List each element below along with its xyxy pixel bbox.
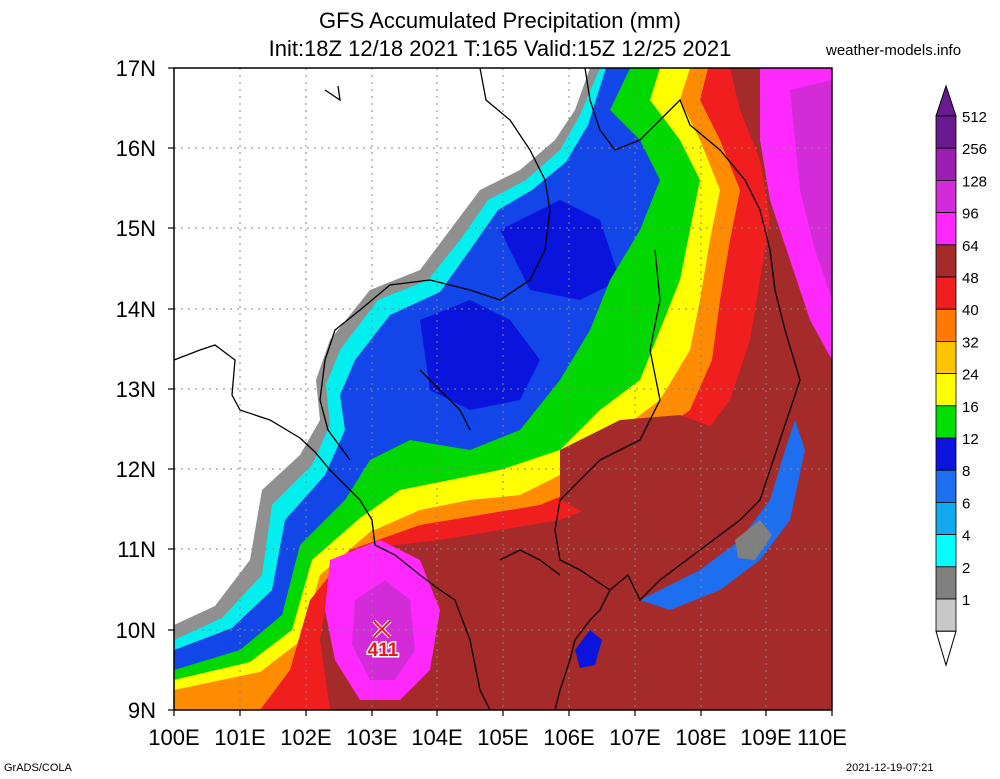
lat-labels: 17N 16N 15N 14N 13N 12N 11N 10N 9N <box>116 56 156 723</box>
legend-label: 48 <box>962 270 979 287</box>
lon-label: 102E <box>280 725 331 750</box>
lat-label: 9N <box>128 698 156 723</box>
lon-label: 110E <box>797 725 847 750</box>
legend-swatch <box>935 244 957 278</box>
legend-swatch <box>935 534 957 568</box>
legend-swatch <box>935 437 957 471</box>
axis-ticks <box>168 67 833 716</box>
lat-label: 14N <box>116 297 156 322</box>
legend-swatch <box>935 469 957 503</box>
legend-swatch <box>935 405 957 439</box>
lat-label: 16N <box>116 136 156 161</box>
legend-label: 6 <box>962 495 970 512</box>
lon-label: 108E <box>675 725 726 750</box>
legend-arrow-top <box>935 84 957 117</box>
lon-label: 107E <box>609 725 660 750</box>
legend-label: 128 <box>962 173 987 190</box>
legend-swatch <box>935 373 957 407</box>
legend-swatch <box>935 115 957 149</box>
gridlines <box>174 68 832 710</box>
legend-swatch <box>935 147 957 181</box>
lat-label: 13N <box>116 377 156 402</box>
map-subtitle: Init:18Z 12/18 2021 T:165 Valid:15Z 12/2… <box>268 36 732 61</box>
footer-timestamp: 2021-12-19-07:21 <box>846 762 934 774</box>
legend-label: 512 <box>962 109 987 126</box>
lon-label: 109E <box>740 725 791 750</box>
lon-labels: 100E 101E 102E 103E 104E 105E 106E 107E … <box>148 725 847 750</box>
legend-swatch <box>935 501 957 535</box>
legend-swatch <box>935 212 957 246</box>
lat-label: 11N <box>117 537 156 562</box>
max-value-label: 411 <box>368 640 399 661</box>
legend-swatch <box>935 308 957 342</box>
lon-label: 104E <box>411 725 462 750</box>
legend-label: 64 <box>962 238 979 255</box>
legend-label: 12 <box>962 431 979 448</box>
legend-label: 8 <box>962 463 970 480</box>
lat-label: 17N <box>116 56 156 81</box>
max-marker: 411 <box>366 619 400 663</box>
lon-label: 101E <box>214 725 265 750</box>
source-site: weather-models.info <box>826 42 962 59</box>
lon-label: 103E <box>346 725 397 750</box>
coastlines <box>173 67 801 711</box>
legend-label: 32 <box>962 334 979 351</box>
legend-swatch <box>935 598 957 632</box>
lon-label: 105E <box>477 725 528 750</box>
legend-label: 40 <box>962 302 979 319</box>
lat-label: 12N <box>116 457 156 482</box>
lat-label: 10N <box>116 618 156 643</box>
lat-label: 15N <box>116 216 156 241</box>
legend-label: 4 <box>962 528 970 545</box>
legend-label: 256 <box>962 141 987 158</box>
legend-label: 1 <box>962 592 970 609</box>
map-title: GFS Accumulated Precipitation (mm) <box>319 8 681 33</box>
legend-arrow-bottom <box>935 630 957 667</box>
legend-label: 96 <box>962 206 979 223</box>
lon-label: 106E <box>543 725 594 750</box>
legend-swatch <box>935 566 957 600</box>
legend-swatch <box>935 179 957 213</box>
legend-label: 24 <box>962 367 979 384</box>
lon-label: 100E <box>148 725 199 750</box>
legend-swatch <box>935 340 957 374</box>
legend-label: 16 <box>962 399 979 416</box>
legend-swatch <box>935 276 957 310</box>
legend-label: 2 <box>962 560 970 577</box>
footer-credit: GrADS/COLA <box>4 762 72 774</box>
